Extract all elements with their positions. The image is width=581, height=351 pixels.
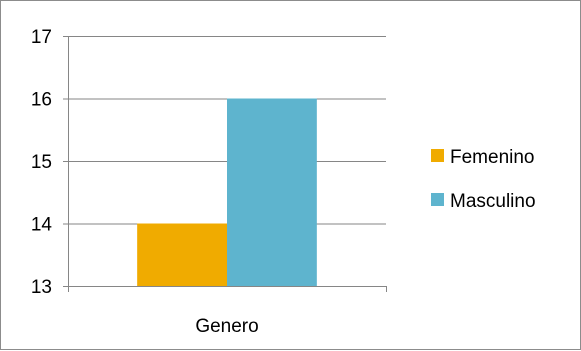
legend: Femenino Masculino [431, 147, 536, 212]
axes [63, 36, 387, 292]
y-tick-labels: 13 14 15 16 17 [31, 27, 53, 298]
y-tick-label: 17 [31, 27, 52, 48]
legend-swatch-masculino [431, 193, 444, 206]
y-tick-label: 16 [31, 90, 52, 111]
legend-label-femenino: Femenino [450, 147, 535, 168]
bar-masculino [227, 98, 317, 286]
x-tick-label: Genero [195, 316, 258, 337]
legend-swatch-femenino [431, 149, 444, 162]
grid-lines [63, 36, 386, 225]
bars [137, 98, 317, 286]
legend-label-masculino: Masculino [450, 191, 536, 212]
y-tick-label: 14 [31, 215, 53, 236]
y-tick-label: 13 [31, 277, 52, 298]
y-tick-label: 15 [31, 152, 52, 173]
x-tick-labels: Genero [195, 316, 258, 337]
bar-femenino [137, 223, 227, 286]
